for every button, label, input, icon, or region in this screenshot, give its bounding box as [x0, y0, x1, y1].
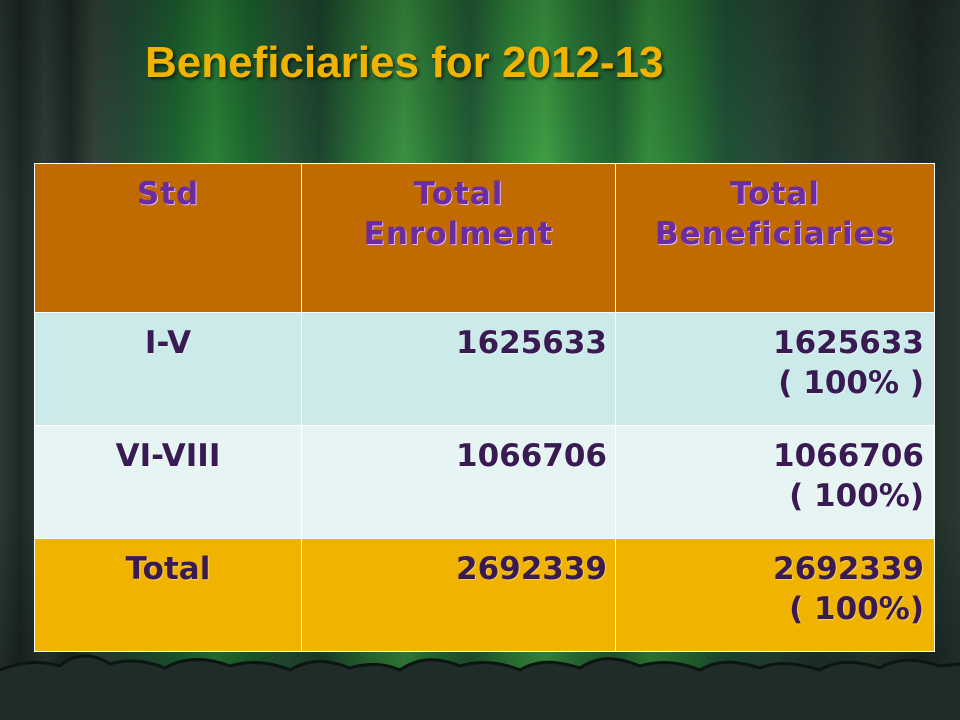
table-row: I-V 1625633 1625633 ( 100% )	[34, 312, 935, 426]
header-total-beneficiaries: Total Beneficiaries	[615, 163, 935, 313]
slide-title: Beneficiaries for 2012-13	[145, 38, 664, 87]
cell-std: I-V	[34, 312, 302, 426]
beneficiaries-table: Std Total Enrolment Total Beneficiaries …	[34, 163, 935, 652]
header-beneficiaries-line1: Total	[730, 176, 820, 212]
curtain-fringe	[0, 654, 960, 720]
header-std: Std	[34, 163, 302, 313]
cell-enrolment: 1625633	[301, 312, 616, 426]
cell-std: VI-VIII	[34, 425, 302, 539]
cell-beneficiaries: 2692339 ( 100%)	[615, 538, 935, 652]
beneficiaries-percent: ( 100%)	[789, 478, 924, 514]
cell-enrolment: 2692339	[301, 538, 616, 652]
header-enrolment-line1: Total	[413, 176, 504, 212]
beneficiaries-value: 1066706	[773, 438, 924, 474]
beneficiaries-percent: ( 100%)	[789, 591, 924, 627]
table-header-row: Std Total Enrolment Total Beneficiaries	[34, 163, 935, 313]
beneficiaries-value: 1625633	[773, 325, 924, 361]
table-total-row: Total 2692339 2692339 ( 100%)	[34, 538, 935, 652]
table-row: VI-VIII 1066706 1066706 ( 100%)	[34, 425, 935, 539]
cell-enrolment: 1066706	[301, 425, 616, 539]
cell-beneficiaries: 1625633 ( 100% )	[615, 312, 935, 426]
header-total-enrolment: Total Enrolment	[301, 163, 616, 313]
header-enrolment-line2: Enrolment	[363, 216, 554, 252]
header-beneficiaries-line2: Beneficiaries	[654, 216, 896, 252]
cell-beneficiaries: 1066706 ( 100%)	[615, 425, 935, 539]
cell-std: Total	[34, 538, 302, 652]
beneficiaries-percent: ( 100% )	[778, 365, 924, 401]
beneficiaries-value: 2692339	[773, 551, 924, 587]
